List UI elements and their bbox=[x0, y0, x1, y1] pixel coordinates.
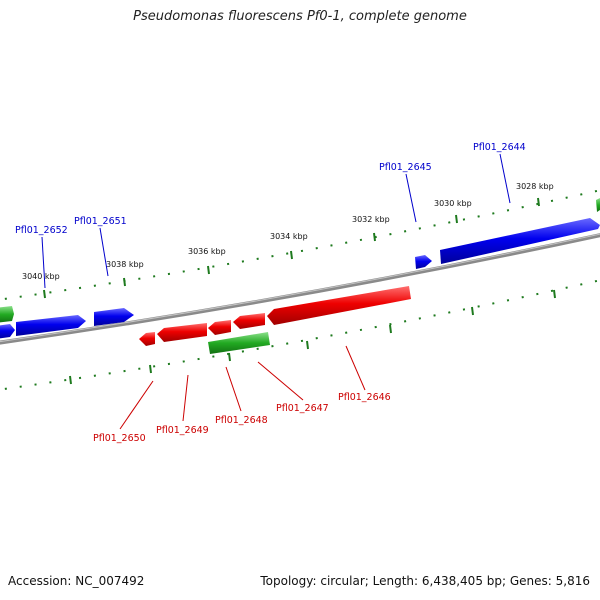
forward-leader-lines bbox=[41, 153, 511, 289]
gene-arrow-pfl01-2647[interactable] bbox=[233, 313, 265, 329]
major-tick bbox=[69, 375, 72, 385]
major-tick bbox=[228, 352, 231, 362]
major-tick bbox=[306, 340, 309, 350]
gene-arrow-pfl01-2651[interactable] bbox=[94, 308, 134, 326]
gene-label-pfl01-2649[interactable]: Pfl01_2649 bbox=[156, 425, 209, 436]
leader-line bbox=[225, 366, 242, 412]
gene-arrow-pfl01-2649[interactable] bbox=[157, 323, 207, 342]
scale-label: 3034 kbp bbox=[270, 232, 308, 241]
scale-label: 3038 kbp bbox=[106, 260, 144, 269]
scale-label: 3032 kbp bbox=[352, 215, 390, 224]
genome-backbone bbox=[0, 233, 600, 345]
major-tick bbox=[471, 306, 474, 316]
gene-arrow-left-edge[interactable] bbox=[0, 324, 15, 339]
genome-summary-text: Topology: circular; Length: 6,438,405 bp… bbox=[260, 574, 590, 588]
major-ticks bbox=[43, 197, 556, 385]
gene-label-pfl01-2646[interactable]: Pfl01_2646 bbox=[338, 392, 391, 403]
leader-line bbox=[119, 380, 154, 430]
major-tick bbox=[149, 364, 152, 374]
reverse-leader-lines bbox=[119, 345, 366, 430]
major-tick bbox=[389, 324, 392, 334]
gene-label-pfl01-2648[interactable]: Pfl01_2648 bbox=[215, 415, 268, 426]
gene-arrow-green-left[interactable] bbox=[0, 306, 14, 323]
inner-tick-ring bbox=[0, 279, 600, 391]
gene-label-pfl01-2651[interactable]: Pfl01_2651 bbox=[74, 216, 127, 227]
leader-line bbox=[257, 361, 304, 401]
outer-tick-ring bbox=[0, 189, 600, 301]
gene-label-pfl01-2652[interactable]: Pfl01_2652 bbox=[15, 225, 68, 236]
scale-label: 3036 kbp bbox=[188, 247, 226, 256]
gene-arrow-pfl01-2652[interactable] bbox=[16, 315, 86, 336]
gene-arrow-pfl01-2646[interactable] bbox=[267, 286, 411, 325]
leader-line bbox=[405, 173, 417, 223]
scale-label: 3030 kbp bbox=[434, 199, 472, 208]
major-tick bbox=[43, 289, 46, 299]
gene-arrow-green-middle[interactable] bbox=[208, 332, 270, 354]
leader-line bbox=[499, 153, 511, 204]
reverse-genes bbox=[139, 286, 411, 346]
accession-text: Accession: NC_007492 bbox=[8, 574, 145, 588]
major-tick bbox=[207, 265, 210, 275]
genome-backbone-highlight bbox=[0, 233, 600, 343]
gene-label-pfl01-2644[interactable]: Pfl01_2644 bbox=[473, 142, 526, 153]
gene-arrow-pfl01-2644[interactable] bbox=[440, 218, 600, 264]
gene-arrow-pfl01-2645[interactable] bbox=[415, 255, 432, 269]
major-tick bbox=[537, 197, 540, 207]
leader-line bbox=[99, 227, 109, 277]
gene-label-pfl01-2645[interactable]: Pfl01_2645 bbox=[379, 162, 432, 173]
leader-line bbox=[182, 374, 189, 422]
leader-line bbox=[345, 345, 366, 391]
scale-label: 3028 kbp bbox=[516, 182, 554, 191]
gene-label-pfl01-2650[interactable]: Pfl01_2650 bbox=[93, 433, 146, 444]
major-tick bbox=[290, 250, 293, 260]
major-tick bbox=[373, 232, 376, 242]
scale-label: 3040 kbp bbox=[22, 272, 60, 281]
forward-genes bbox=[0, 198, 600, 339]
gene-label-pfl01-2647[interactable]: Pfl01_2647 bbox=[276, 403, 329, 414]
gene-arrow-pfl01-2650[interactable] bbox=[139, 332, 155, 346]
map-title: Pseudomonas fluorescens Pf0-1, complete … bbox=[133, 9, 467, 24]
leader-line bbox=[41, 236, 46, 289]
major-tick bbox=[455, 214, 458, 224]
major-tick bbox=[123, 277, 126, 287]
gene-arrow-pfl01-2648[interactable] bbox=[208, 320, 231, 335]
major-tick bbox=[553, 289, 556, 299]
gene-arrow-green-edge-right[interactable] bbox=[596, 198, 600, 212]
